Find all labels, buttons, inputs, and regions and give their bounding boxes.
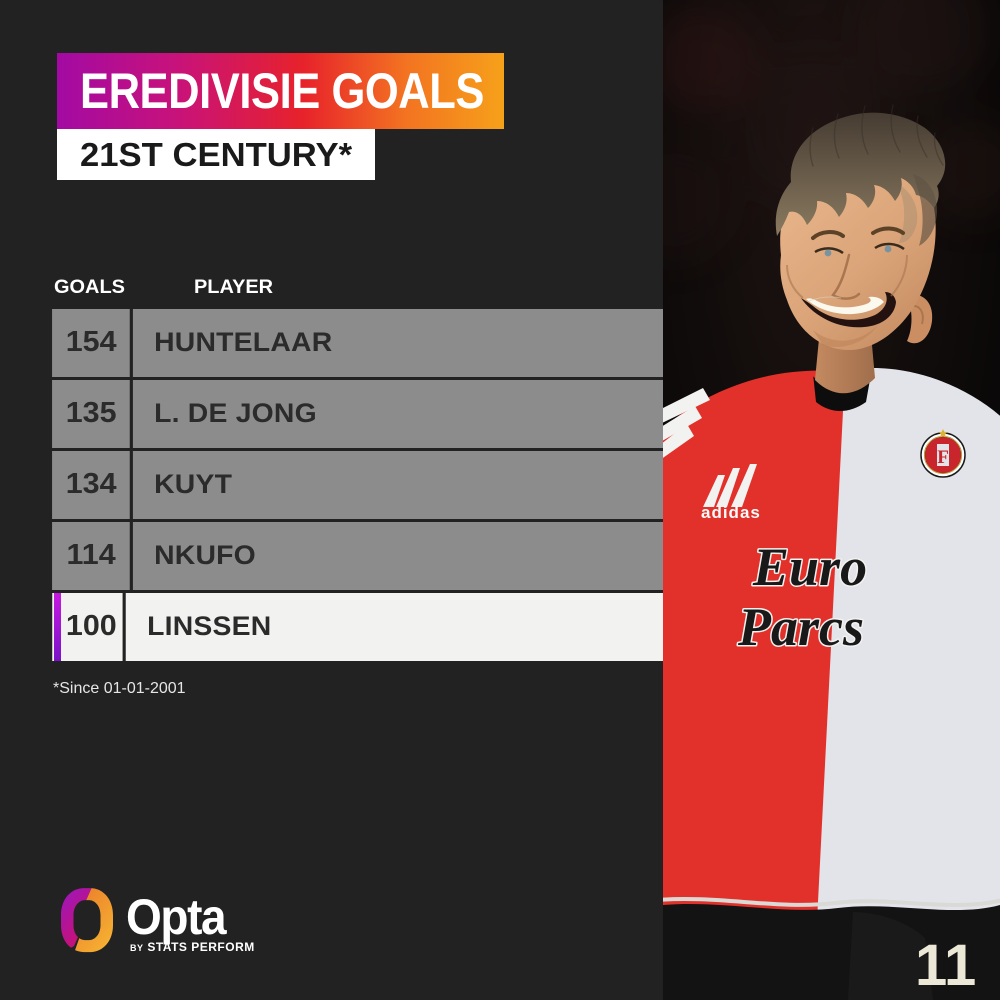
svg-text:Parcs: Parcs [737,597,864,657]
svg-text:11: 11 [915,933,976,998]
svg-text:F: F [937,447,949,468]
svg-text:Euro: Euro [752,537,867,597]
svg-text:adidas: adidas [701,503,761,522]
